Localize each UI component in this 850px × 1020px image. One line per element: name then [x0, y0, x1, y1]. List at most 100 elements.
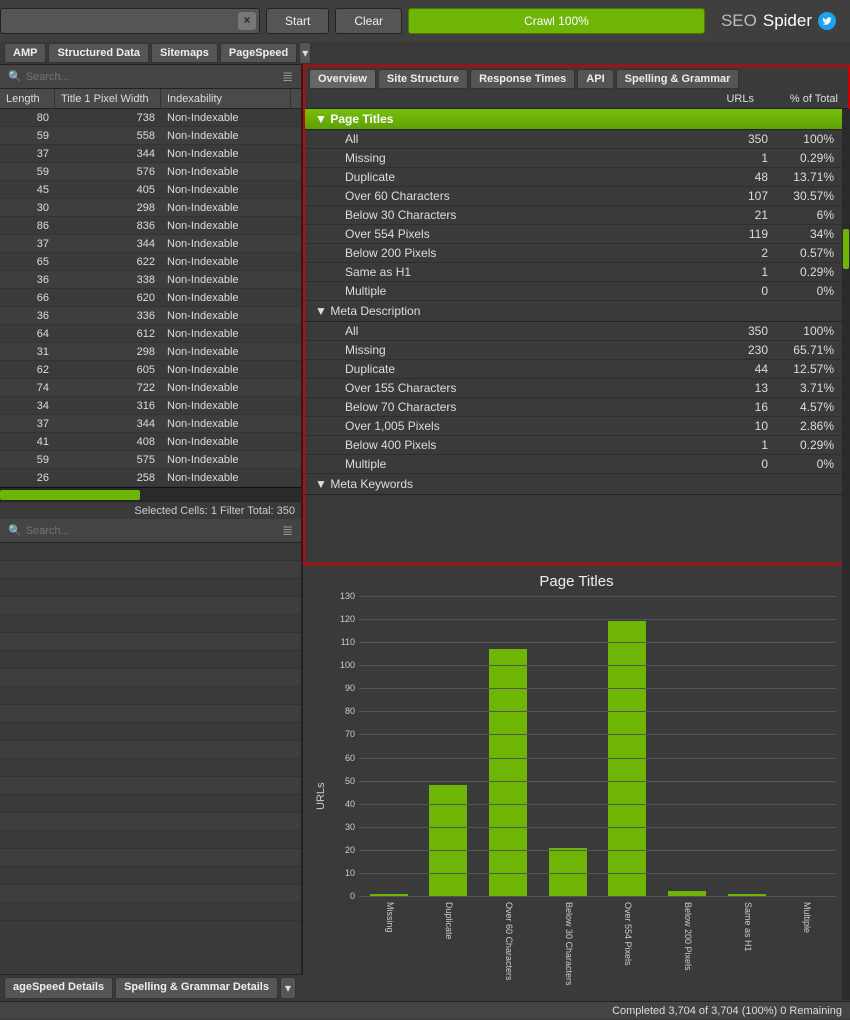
table-row[interactable]: 62605Non-Indexable [0, 361, 301, 379]
table-row[interactable]: 31298Non-Indexable [0, 343, 301, 361]
table-row[interactable]: 36338Non-Indexable [0, 271, 301, 289]
horizontal-scrollbar[interactable] [0, 487, 301, 501]
table-row[interactable] [0, 687, 301, 705]
twitter-icon[interactable] [818, 12, 836, 30]
filter-icon[interactable]: ≣ [278, 69, 297, 85]
tree-item[interactable]: Below 30 Characters216% [305, 206, 848, 225]
table-row[interactable]: 59576Non-Indexable [0, 163, 301, 181]
table-row[interactable] [0, 903, 301, 921]
bar[interactable]: Over 60 Characters [489, 649, 527, 896]
tree-item[interactable]: Over 1,005 Pixels102.86% [305, 417, 848, 436]
table-row[interactable]: 64612Non-Indexable [0, 325, 301, 343]
tree-item[interactable]: Multiple00% [305, 455, 848, 474]
table-row[interactable]: 37344Non-Indexable [0, 235, 301, 253]
table-row[interactable]: 26258Non-Indexable [0, 469, 301, 487]
tree-item[interactable]: All350100% [305, 130, 848, 149]
table-row[interactable] [0, 795, 301, 813]
table-row[interactable]: 41408Non-Indexable [0, 433, 301, 451]
table-row[interactable]: 37344Non-Indexable [0, 145, 301, 163]
table-row[interactable]: 66620Non-Indexable [0, 289, 301, 307]
start-button[interactable]: Start [266, 8, 329, 34]
table-row[interactable] [0, 579, 301, 597]
tab-overview[interactable]: Overview [309, 69, 376, 89]
col-title-1-pixel-width[interactable]: Title 1 Pixel Width [55, 89, 161, 108]
tree-item[interactable]: Duplicate4412.57% [305, 360, 848, 379]
scrollbar-thumb[interactable] [0, 490, 140, 500]
y-tick: 60 [329, 753, 355, 763]
clear-button[interactable]: Clear [335, 8, 402, 34]
tree-item[interactable]: Missing10.29% [305, 149, 848, 168]
tab-structured-data[interactable]: Structured Data [48, 43, 149, 63]
tree-item[interactable]: Over 554 Pixels11934% [305, 225, 848, 244]
table-row[interactable] [0, 813, 301, 831]
table-row[interactable]: 80738Non-Indexable [0, 109, 301, 127]
table-row[interactable]: 86836Non-Indexable [0, 217, 301, 235]
bottom-tabs: ageSpeed DetailsSpelling & Grammar Detai… [0, 974, 303, 1001]
table-row[interactable] [0, 831, 301, 849]
y-tick: 20 [329, 845, 355, 855]
table-row[interactable] [0, 741, 301, 759]
table-row[interactable]: 34316Non-Indexable [0, 397, 301, 415]
tree-item[interactable]: Same as H110.29% [305, 263, 848, 282]
table-row[interactable]: 59558Non-Indexable [0, 127, 301, 145]
tab-pagespeed[interactable]: PageSpeed [220, 43, 297, 63]
tab-response-times[interactable]: Response Times [470, 69, 575, 89]
group-meta-keywords[interactable]: ▼ Meta Keywords [305, 474, 848, 495]
table-row[interactable] [0, 885, 301, 903]
table-row[interactable] [0, 633, 301, 651]
table-row[interactable]: 30298Non-Indexable [0, 199, 301, 217]
table-row[interactable]: 36336Non-Indexable [0, 307, 301, 325]
group-meta-description[interactable]: ▼ Meta Description [305, 301, 848, 322]
bar[interactable]: Duplicate [429, 785, 467, 896]
col-indexability[interactable]: Indexability [161, 89, 291, 108]
table-row[interactable] [0, 849, 301, 867]
tab-api[interactable]: API [577, 69, 613, 89]
table-row[interactable] [0, 777, 301, 795]
table-row[interactable]: 59575Non-Indexable [0, 451, 301, 469]
table-row[interactable] [0, 723, 301, 741]
table-row[interactable]: 37344Non-Indexable [0, 415, 301, 433]
tab-agespeed-details[interactable]: ageSpeed Details [4, 977, 113, 999]
group-page-titles[interactable]: ▼ Page Titles [305, 109, 848, 130]
table-row[interactable] [0, 561, 301, 579]
bar[interactable]: Over 554 Pixels [608, 621, 646, 896]
chart-plot: MissingDuplicateOver 60 CharactersBelow … [329, 596, 840, 896]
tree-item[interactable]: All350100% [305, 322, 848, 341]
table-row[interactable] [0, 669, 301, 687]
tree-item[interactable]: Below 200 Pixels20.57% [305, 244, 848, 263]
col-length[interactable]: Length [0, 89, 55, 108]
tab-amp[interactable]: AMP [4, 43, 46, 63]
tab-spelling-grammar[interactable]: Spelling & Grammar [616, 69, 740, 89]
search-input-upper[interactable] [26, 71, 278, 83]
x-tick: Over 60 Characters [504, 896, 514, 981]
tab-overflow-icon[interactable]: ▾ [280, 977, 296, 999]
tree-item[interactable]: Below 400 Pixels10.29% [305, 436, 848, 455]
scrollbar-thumb[interactable] [843, 229, 848, 269]
table-row[interactable] [0, 651, 301, 669]
tree-item[interactable]: Over 60 Characters10730.57% [305, 187, 848, 206]
tree-item[interactable]: Missing23065.71% [305, 341, 848, 360]
table-row[interactable] [0, 543, 301, 561]
tree-item[interactable]: Over 155 Characters133.71% [305, 379, 848, 398]
tab-site-structure[interactable]: Site Structure [378, 69, 468, 89]
table-row[interactable]: 45405Non-Indexable [0, 181, 301, 199]
clear-url-icon[interactable]: × [238, 12, 256, 30]
tree-item[interactable]: Multiple00% [305, 282, 848, 301]
search-input-lower[interactable] [26, 525, 278, 537]
table-row[interactable]: 65622Non-Indexable [0, 253, 301, 271]
url-input[interactable] [0, 8, 260, 34]
table-row[interactable] [0, 597, 301, 615]
tree-item[interactable]: Below 70 Characters164.57% [305, 398, 848, 417]
table-row[interactable] [0, 705, 301, 723]
filter-icon[interactable]: ≣ [278, 523, 297, 539]
table-row[interactable] [0, 867, 301, 885]
bar[interactable]: Below 30 Characters [549, 848, 587, 896]
table-row[interactable] [0, 615, 301, 633]
tab-sitemaps[interactable]: Sitemaps [151, 43, 218, 63]
tree-item[interactable]: Duplicate4813.71% [305, 168, 848, 187]
vertical-scrollbar[interactable] [842, 109, 848, 563]
gridline [359, 758, 836, 759]
tab-spelling-grammar-details[interactable]: Spelling & Grammar Details [115, 977, 278, 999]
table-row[interactable]: 74722Non-Indexable [0, 379, 301, 397]
table-row[interactable] [0, 759, 301, 777]
